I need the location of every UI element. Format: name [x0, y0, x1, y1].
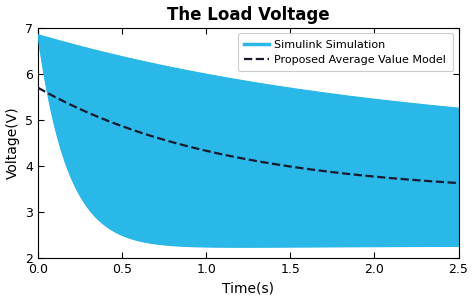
Legend: Simulink Simulation, Proposed Average Value Model: Simulink Simulation, Proposed Average Va…: [238, 33, 453, 71]
Y-axis label: Voltage(V): Voltage(V): [6, 107, 19, 179]
Title: The Load Voltage: The Load Voltage: [167, 5, 329, 23]
X-axis label: Time(s): Time(s): [222, 281, 274, 296]
